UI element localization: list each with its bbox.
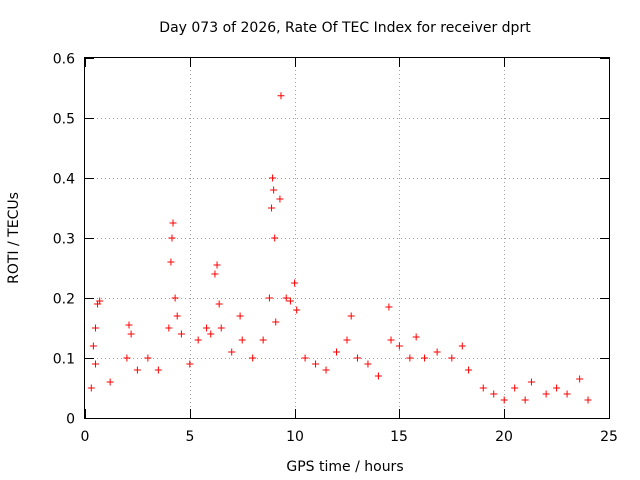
data-point <box>215 300 223 308</box>
data-point <box>385 303 393 311</box>
data-point <box>276 195 284 203</box>
data-point <box>312 360 320 368</box>
data-point <box>584 396 592 404</box>
y-tick-label: 0.5 <box>53 112 75 128</box>
data-point <box>412 333 420 341</box>
data-point <box>168 234 176 242</box>
data-point <box>465 366 473 374</box>
data-point <box>177 330 185 338</box>
data-point <box>291 279 299 287</box>
data-point <box>259 336 267 344</box>
data-point <box>490 390 498 398</box>
x-tick-label: 20 <box>495 429 513 445</box>
data-point <box>106 378 114 386</box>
data-point <box>343 336 351 344</box>
data-point <box>169 219 177 227</box>
data-point <box>286 297 294 305</box>
data-point <box>133 366 141 374</box>
data-point <box>154 366 162 374</box>
data-point <box>421 354 429 362</box>
data-point <box>213 261 221 269</box>
data-point <box>272 318 280 326</box>
x-tick-label: 25 <box>600 429 618 445</box>
data-point <box>374 372 382 380</box>
data-point <box>228 348 236 356</box>
data-point <box>211 270 219 278</box>
y-tick-label: 0.1 <box>53 352 75 368</box>
y-axis-label: ROTI / TECUs <box>6 192 22 284</box>
data-point <box>553 384 561 392</box>
data-point <box>203 324 211 332</box>
data-point <box>165 324 173 332</box>
data-point <box>186 360 194 368</box>
data-point <box>277 92 285 100</box>
grid-lines <box>85 58 609 418</box>
y-tick-label: 0.3 <box>53 232 75 248</box>
data-point <box>144 354 152 362</box>
x-axis-label: GPS time / hours <box>286 459 403 475</box>
data-point <box>347 312 355 320</box>
data-point <box>395 342 403 350</box>
data-point <box>91 360 99 368</box>
data-point <box>353 354 361 362</box>
data-point <box>265 294 273 302</box>
x-tick-label: 5 <box>186 429 195 445</box>
x-tick-label: 0 <box>81 429 90 445</box>
data-point <box>91 324 99 332</box>
data-point <box>563 390 571 398</box>
data-point <box>479 384 487 392</box>
data-point <box>125 321 133 329</box>
x-tick-label: 15 <box>390 429 408 445</box>
data-point <box>448 354 456 362</box>
x-tick-label: 10 <box>286 429 304 445</box>
data-point <box>217 324 225 332</box>
data-point <box>269 174 277 182</box>
data-point <box>542 390 550 398</box>
data-point <box>364 360 372 368</box>
chart-title: Day 073 of 2026, Rate Of TEC Index for r… <box>159 20 531 36</box>
data-point <box>293 306 301 314</box>
data-point <box>207 330 215 338</box>
plot-frame <box>84 57 610 419</box>
data-point <box>576 375 584 383</box>
data-point <box>387 336 395 344</box>
data-point <box>123 354 131 362</box>
data-point <box>511 384 519 392</box>
data-point <box>167 258 175 266</box>
data-point <box>271 234 279 242</box>
y-tick-label: 0 <box>66 412 75 428</box>
data-point <box>268 204 276 212</box>
data-point <box>433 348 441 356</box>
y-tick-label: 0.2 <box>53 292 75 308</box>
data-point <box>458 342 466 350</box>
data-point <box>171 294 179 302</box>
y-tick-label: 0.4 <box>53 172 75 188</box>
data-point <box>500 396 508 404</box>
data-point <box>249 354 257 362</box>
data-point <box>238 336 246 344</box>
data-point <box>301 354 309 362</box>
data-points <box>87 92 592 404</box>
data-point <box>89 342 97 350</box>
data-point <box>87 384 95 392</box>
data-point <box>282 294 290 302</box>
data-point <box>127 330 135 338</box>
data-point <box>333 348 341 356</box>
data-point <box>270 186 278 194</box>
axis-ticks <box>85 58 610 419</box>
data-point <box>96 297 104 305</box>
data-point <box>322 366 330 374</box>
data-point <box>173 312 181 320</box>
y-tick-label: 0.6 <box>53 52 75 68</box>
data-point <box>236 312 244 320</box>
data-point <box>521 396 529 404</box>
data-point <box>406 354 414 362</box>
data-point <box>527 378 535 386</box>
data-point <box>194 336 202 344</box>
